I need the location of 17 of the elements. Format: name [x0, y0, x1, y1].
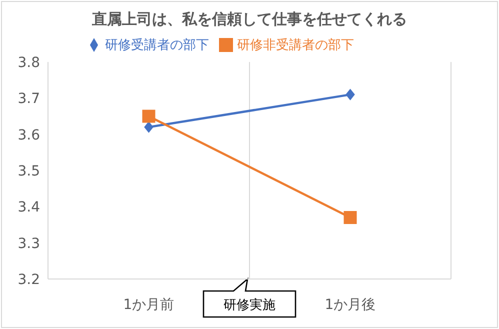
legend-label: 研修受講者の部下	[105, 38, 209, 53]
point	[144, 122, 154, 133]
y-tick-label: 3.5	[18, 163, 40, 180]
y-tick-label: 3.2	[18, 272, 40, 288]
y-tick-label: 3.4	[18, 200, 40, 216]
point	[346, 89, 355, 100]
x-tick-label: 1か月前	[123, 296, 174, 313]
y-tick-label: 3.6	[18, 127, 40, 144]
text: 研修実施	[224, 297, 276, 313]
point	[142, 110, 156, 123]
y-tick-label: 3.8	[18, 54, 40, 71]
x-tick-label: 1か月後	[324, 296, 376, 313]
point	[344, 211, 357, 224]
chart-title: 直属上司は、私を信頼して仕事を任せてくれる	[91, 10, 408, 29]
y-tick-label: 3.3	[18, 236, 40, 252]
legend-label: 研修非受講者の部下	[237, 38, 354, 53]
y-tick-label: 3.7	[18, 91, 40, 108]
